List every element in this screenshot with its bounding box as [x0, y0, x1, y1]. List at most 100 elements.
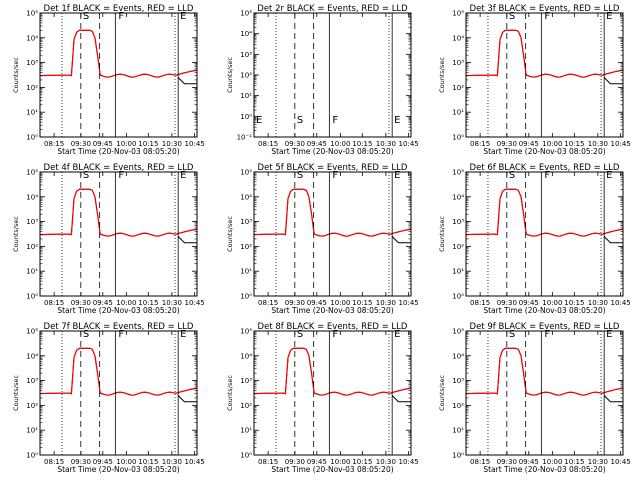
y-axis-label: Counts/sec: [12, 375, 20, 411]
events-tail-line: [178, 237, 197, 243]
events-series-line: [466, 348, 623, 395]
y-tick-label: 10³: [452, 218, 464, 226]
y-tick-label: 10²: [452, 243, 464, 251]
y-tick-label: 10⁴: [240, 193, 252, 201]
y-axis-label: Counts/sec: [438, 57, 446, 93]
x-axis-label: Start Time (20-Nov-03 08:05:20): [483, 147, 605, 156]
y-tick-label: 10⁴: [240, 352, 252, 360]
y-tick-label: 10⁵: [452, 10, 464, 18]
x-axis-label: Start Time (20-Nov-03 08:05:20): [57, 306, 179, 315]
y-tick-label: 10²: [26, 402, 38, 410]
x-axis-label: Start Time (20-Nov-03 08:05:20): [271, 147, 393, 156]
events-tail-line: [604, 237, 623, 243]
x-tick-label: 10:45: [399, 140, 419, 148]
events-series-line: [254, 189, 411, 236]
y-tick-label: 10¹: [240, 427, 252, 435]
y-tick-label: 10²: [26, 84, 38, 92]
x-tick-label: 10:45: [611, 140, 631, 148]
events-series-line: [466, 30, 623, 77]
y-tick-label: 10⁰: [452, 134, 464, 142]
y-tick-label: 10⁴: [452, 34, 464, 42]
lld-series-line: [254, 348, 411, 395]
y-tick-label: 10³: [240, 51, 252, 59]
y-axis-label: Counts/sec: [438, 375, 446, 411]
x-axis-label: Start Time (20-Nov-03 08:05:20): [271, 465, 393, 474]
y-tick-label: 10⁴: [26, 352, 38, 360]
y-tick-label: 10⁰: [26, 452, 38, 460]
x-axis-label: Start Time (20-Nov-03 08:05:20): [271, 306, 393, 315]
y-tick-label: 10¹: [452, 268, 464, 276]
x-tick-label: 10:45: [611, 299, 631, 307]
x-tick-label: 10:45: [185, 299, 205, 307]
lld-series-line: [40, 189, 197, 236]
y-tick-label: 10⁴: [452, 193, 464, 201]
chart-panel-5: Det 5f BLACK = Events, RED = LLDS F E10⁰10…: [226, 163, 419, 315]
lld-series-line: [466, 348, 623, 395]
y-tick-label: 10⁴: [452, 352, 464, 360]
y-tick-label: 10⁵: [240, 10, 252, 18]
y-tick-label: 10⁴: [240, 30, 252, 38]
events-series-line: [466, 189, 623, 236]
y-tick-label: 10⁴: [26, 193, 38, 201]
y-axis-label: Counts/sec: [12, 57, 20, 93]
x-axis-label: Start Time (20-Nov-03 08:05:20): [483, 465, 605, 474]
x-axis-label: Start Time (20-Nov-03 08:05:20): [483, 306, 605, 315]
y-tick-label: 10⁰: [26, 134, 38, 142]
y-tick-label: 10⁰: [452, 293, 464, 301]
x-tick-label: 10:45: [611, 458, 631, 466]
y-axis-label: Counts/sec: [226, 216, 234, 252]
y-tick-label: 10¹: [240, 92, 252, 100]
y-tick-label: 10⁴: [26, 34, 38, 42]
y-tick-label: 10²: [240, 243, 252, 251]
y-axis-label: Counts/sec: [226, 375, 234, 411]
marker-label-f: F: [332, 115, 338, 126]
y-tick-label: 10⁵: [452, 328, 464, 336]
y-tick-label: 10¹: [240, 268, 252, 276]
events-tail-line: [178, 396, 197, 402]
y-tick-label: 10³: [26, 59, 38, 67]
events-tail-line: [604, 396, 623, 402]
lld-series-line: [254, 189, 411, 236]
y-tick-label: 10⁰: [26, 293, 38, 301]
lld-series-line: [40, 30, 197, 77]
y-tick-label: 10⁰: [452, 452, 464, 460]
y-tick-label: 10⁵: [26, 10, 38, 18]
y-tick-label: 10²: [240, 402, 252, 410]
events-tail-line: [392, 396, 411, 402]
events-tail-line: [178, 78, 197, 84]
y-tick-label: 10⁵: [240, 328, 252, 336]
y-axis-label: Counts/sec: [226, 57, 234, 93]
marker-label-e: E: [394, 115, 400, 126]
x-tick-label: 10:45: [399, 458, 419, 466]
y-tick-label: 10⁵: [26, 169, 38, 177]
x-axis-label: Start Time (20-Nov-03 08:05:20): [57, 147, 179, 156]
y-tick-label: 10³: [452, 377, 464, 385]
x-tick-label: 10:45: [185, 140, 205, 148]
y-tick-label: 10¹: [26, 109, 38, 117]
y-tick-label: 10⁵: [26, 328, 38, 336]
y-tick-label: 10²: [452, 402, 464, 410]
y-tick-label: 10⁰: [240, 452, 252, 460]
events-series-line: [40, 30, 197, 77]
chart-panel-2: Det 2r BLACK = Events, RED = LLDE S F E10⁻¹…: [226, 4, 419, 156]
x-tick-label: 10:45: [399, 299, 419, 307]
y-tick-label: 10³: [452, 59, 464, 67]
y-tick-label: 10²: [26, 243, 38, 251]
events-tail-line: [604, 78, 623, 84]
x-axis-label: Start Time (20-Nov-03 08:05:20): [57, 465, 179, 474]
y-axis-label: Counts/sec: [438, 216, 446, 252]
y-tick-label: 10⁰: [240, 293, 252, 301]
y-tick-label: 10²: [452, 84, 464, 92]
events-tail-line: [392, 237, 411, 243]
y-tick-label: 10³: [240, 377, 252, 385]
y-axis-label: Counts/sec: [12, 216, 20, 252]
events-series-line: [254, 348, 411, 395]
y-tick-label: 10³: [240, 218, 252, 226]
y-tick-label: 10¹: [26, 427, 38, 435]
